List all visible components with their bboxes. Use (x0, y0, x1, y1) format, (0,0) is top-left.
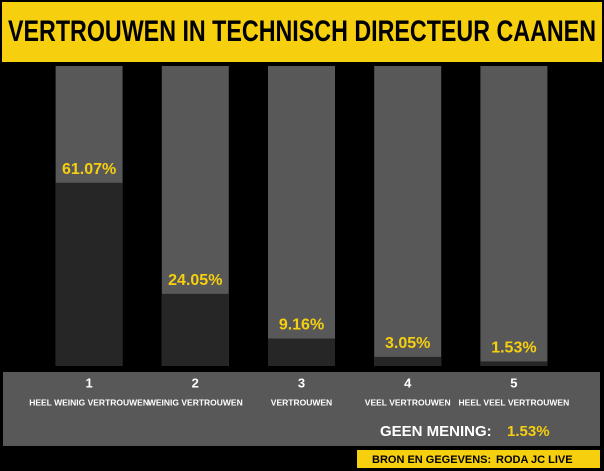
source-name: RODA JC LIVE (496, 454, 573, 466)
title-bar (2, 2, 602, 62)
category-number: 1 (85, 375, 92, 390)
bar (55, 182, 123, 366)
geen-mening-label: GEEN MENING: (380, 423, 492, 440)
source-box (357, 450, 600, 468)
bar-background (374, 66, 442, 366)
x-tick-label: VERTROUWEN (271, 397, 332, 407)
value-label: 9.16% (279, 317, 324, 334)
value-label: 3.05% (385, 335, 430, 352)
category-number: 3 (298, 375, 305, 390)
chart-title: VERTROUWEN IN TECHNISCH DIRECTEUR CAANEN (8, 15, 596, 48)
bar (374, 356, 442, 366)
category-band (3, 372, 600, 446)
bar (268, 338, 335, 366)
bar-background (480, 66, 548, 366)
bar (161, 293, 229, 366)
category-number: 5 (510, 375, 517, 390)
x-tick-label: VEEL VERTROUWEN (365, 397, 451, 407)
geen-mening-value: 1.53% (507, 423, 550, 440)
value-label: 1.53% (491, 340, 536, 357)
x-tick-label: HEEL VEEL VERTROUWEN (459, 397, 570, 407)
x-tick-label: WEINIG VERTROUWEN (148, 397, 243, 407)
x-tick-label: HEEL WEINIG VERTROUWEN (29, 397, 149, 407)
bar (480, 361, 548, 366)
source-label: BRON EN GEGEVENS: (372, 454, 491, 466)
category-number: 2 (192, 375, 199, 390)
value-label: 61.07% (62, 161, 116, 178)
category-number: 4 (404, 375, 412, 390)
value-label: 24.05% (168, 272, 222, 289)
bar-background (268, 66, 335, 366)
